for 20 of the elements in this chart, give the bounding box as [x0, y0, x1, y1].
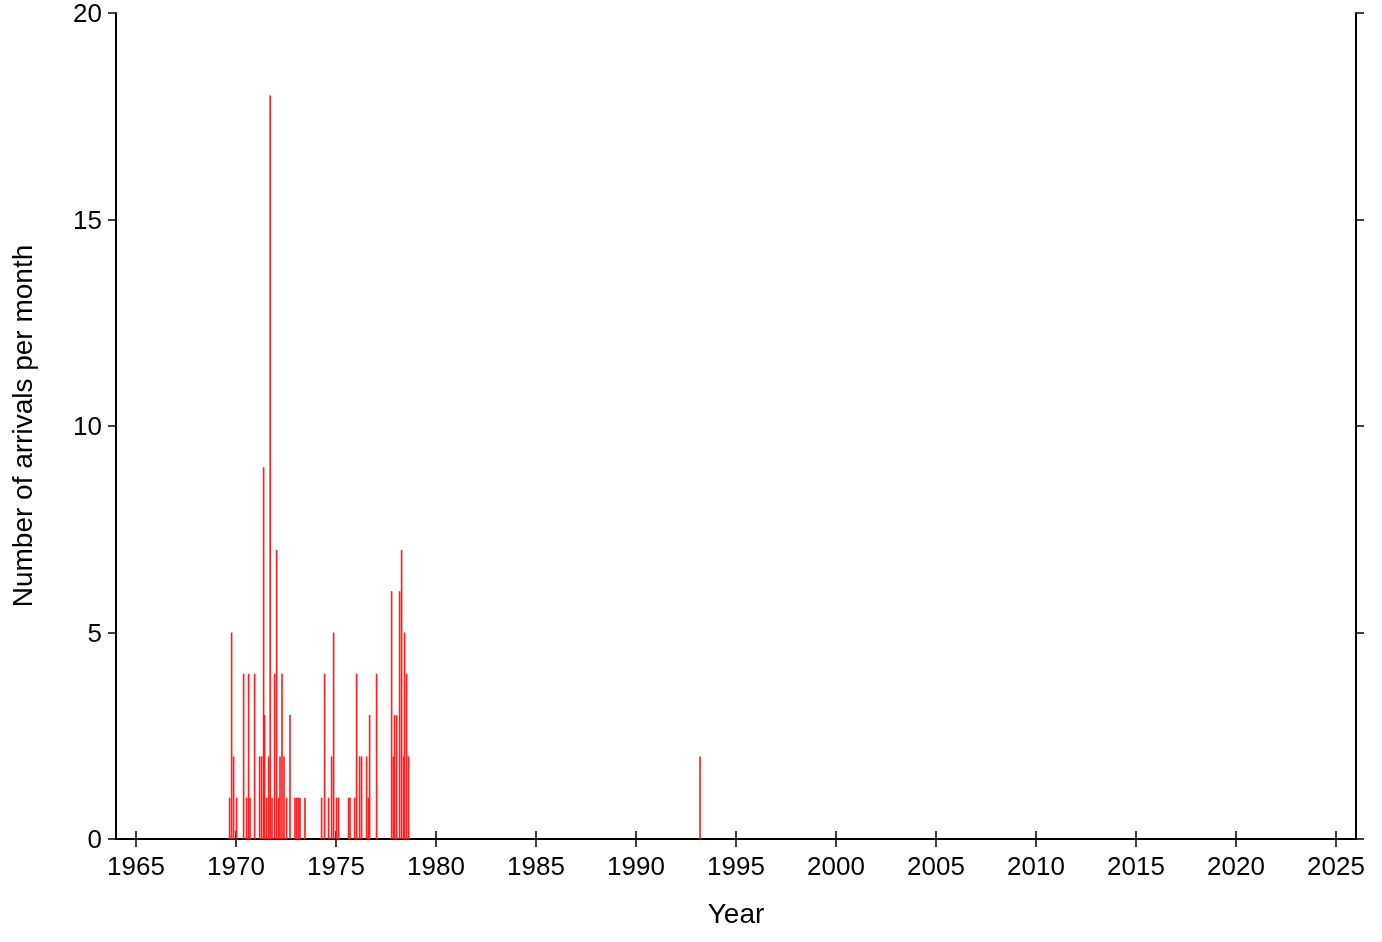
y-tick-label: 20 — [73, 0, 102, 28]
x-tick-label: 2000 — [807, 851, 865, 881]
y-tick-label: 15 — [73, 204, 102, 235]
y-tick-label: 5 — [87, 617, 102, 648]
x-tick-label: 1965 — [107, 851, 165, 881]
x-axis-title: Year — [707, 897, 765, 929]
x-tick-label: 2005 — [907, 851, 965, 881]
x-tick-label: 1970 — [207, 851, 265, 881]
y-tick-label: 10 — [73, 411, 102, 441]
x-tick-label: 1985 — [507, 851, 565, 881]
x-tick-label: 1995 — [707, 851, 765, 881]
y-axis-title: Number of arrivals per month — [6, 244, 38, 608]
x-tick-label: 1980 — [407, 851, 465, 881]
x-tick-label: 2010 — [1007, 851, 1065, 881]
x-tick-label: 2020 — [1207, 851, 1265, 881]
x-tick-label: 2015 — [1107, 851, 1165, 881]
y-tick-label: 0 — [87, 824, 102, 854]
x-tick-label: 1975 — [307, 851, 365, 881]
x-tick-label: 2025 — [1307, 851, 1365, 881]
x-tick-label: 1990 — [607, 851, 665, 881]
